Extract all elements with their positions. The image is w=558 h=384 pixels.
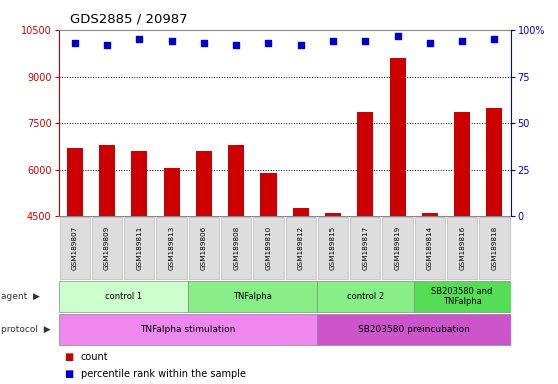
- FancyBboxPatch shape: [350, 217, 381, 279]
- Point: [361, 38, 370, 44]
- FancyBboxPatch shape: [189, 217, 219, 279]
- FancyBboxPatch shape: [415, 217, 445, 279]
- FancyBboxPatch shape: [124, 217, 155, 279]
- Text: TNFalpha: TNFalpha: [233, 292, 272, 301]
- Bar: [196, 151, 212, 216]
- FancyBboxPatch shape: [447, 217, 477, 279]
- Bar: [261, 173, 277, 216]
- FancyBboxPatch shape: [59, 281, 187, 312]
- FancyBboxPatch shape: [253, 217, 283, 279]
- Bar: [422, 213, 438, 216]
- Text: GSM189812: GSM189812: [298, 226, 304, 270]
- Text: ■: ■: [64, 369, 74, 379]
- Point: [458, 38, 466, 44]
- FancyBboxPatch shape: [92, 217, 122, 279]
- Point: [393, 33, 402, 39]
- FancyBboxPatch shape: [187, 281, 317, 312]
- FancyBboxPatch shape: [317, 314, 511, 344]
- Text: GDS2885 / 20987: GDS2885 / 20987: [70, 12, 187, 25]
- FancyBboxPatch shape: [317, 281, 413, 312]
- Text: GSM189815: GSM189815: [330, 226, 336, 270]
- Text: GSM189807: GSM189807: [72, 226, 78, 270]
- Text: GSM189809: GSM189809: [104, 226, 110, 270]
- Bar: [292, 209, 309, 216]
- Point: [490, 36, 499, 42]
- Text: GSM189813: GSM189813: [169, 226, 175, 270]
- Bar: [389, 58, 406, 216]
- Bar: [131, 151, 147, 216]
- Point: [70, 40, 79, 46]
- Point: [425, 40, 434, 46]
- Text: GSM189806: GSM189806: [201, 226, 207, 270]
- FancyBboxPatch shape: [156, 217, 187, 279]
- FancyBboxPatch shape: [221, 217, 251, 279]
- Text: GSM189816: GSM189816: [459, 226, 465, 270]
- Point: [135, 36, 144, 42]
- Point: [296, 42, 305, 48]
- Text: GSM189818: GSM189818: [492, 226, 497, 270]
- Point: [264, 40, 273, 46]
- Bar: [454, 112, 470, 216]
- Bar: [228, 145, 244, 216]
- FancyBboxPatch shape: [413, 281, 511, 312]
- Text: GSM189819: GSM189819: [395, 226, 401, 270]
- Point: [199, 40, 208, 46]
- FancyBboxPatch shape: [60, 217, 90, 279]
- FancyBboxPatch shape: [286, 217, 316, 279]
- Text: GSM189814: GSM189814: [427, 226, 433, 270]
- Bar: [487, 108, 503, 216]
- Text: GSM189808: GSM189808: [233, 226, 239, 270]
- Bar: [66, 148, 83, 216]
- Text: control 1: control 1: [104, 292, 142, 301]
- Bar: [99, 145, 115, 216]
- Text: SB203580 preincubation: SB203580 preincubation: [358, 325, 470, 334]
- Text: ■: ■: [64, 352, 74, 362]
- Text: control 2: control 2: [347, 292, 384, 301]
- Text: protocol  ▶: protocol ▶: [1, 325, 51, 334]
- FancyBboxPatch shape: [59, 314, 317, 344]
- Point: [329, 38, 338, 44]
- FancyBboxPatch shape: [318, 217, 348, 279]
- Text: GSM189811: GSM189811: [136, 226, 142, 270]
- Text: count: count: [81, 352, 109, 362]
- Text: GSM189817: GSM189817: [362, 226, 368, 270]
- Bar: [357, 112, 373, 216]
- Text: GSM189810: GSM189810: [266, 226, 271, 270]
- Point: [103, 42, 112, 48]
- FancyBboxPatch shape: [382, 217, 413, 279]
- Text: SB203580 and
TNFalpha: SB203580 and TNFalpha: [431, 287, 493, 306]
- Text: percentile rank within the sample: percentile rank within the sample: [81, 369, 246, 379]
- Point: [167, 38, 176, 44]
- Bar: [325, 213, 341, 216]
- Text: TNFalpha stimulation: TNFalpha stimulation: [140, 325, 235, 334]
- Text: agent  ▶: agent ▶: [1, 292, 40, 301]
- Bar: [163, 168, 180, 216]
- Point: [232, 42, 240, 48]
- FancyBboxPatch shape: [479, 217, 509, 279]
